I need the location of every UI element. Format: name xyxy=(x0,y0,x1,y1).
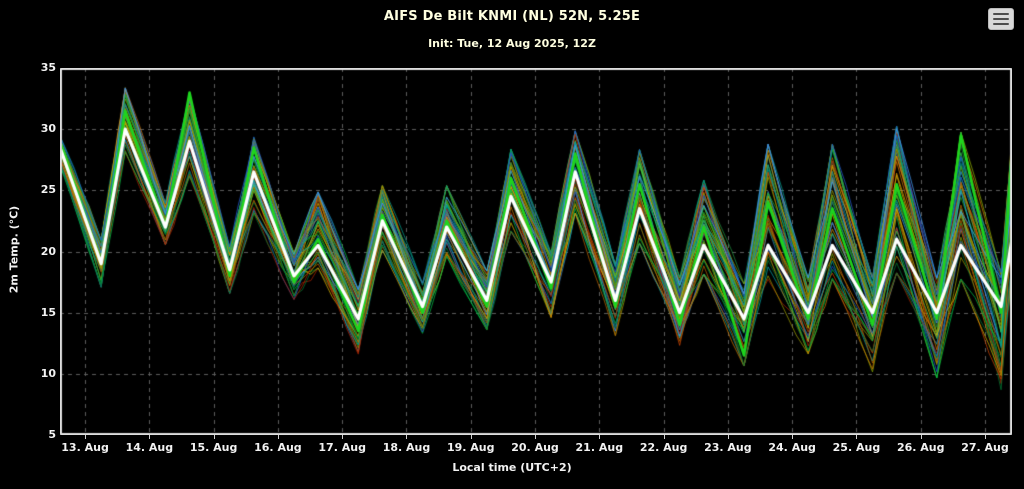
y-tick-label: 10 xyxy=(40,366,56,380)
x-tick-label: 18. Aug xyxy=(382,441,431,454)
x-tick-label: 26. Aug xyxy=(896,441,945,454)
x-tick-mark xyxy=(406,435,407,439)
chart-subtitle: Init: Tue, 12 Aug 2025, 12Z xyxy=(428,37,596,50)
export-menu-button[interactable] xyxy=(988,8,1014,30)
x-tick-mark xyxy=(792,435,793,439)
x-tick-mark xyxy=(921,435,922,439)
x-tick-label: 14. Aug xyxy=(125,441,174,454)
x-tick-label: 21. Aug xyxy=(575,441,624,454)
plot-area xyxy=(60,68,1012,435)
x-tick-label: 20. Aug xyxy=(511,441,559,454)
y-tick-label: 30 xyxy=(40,122,56,136)
y-tick-label: 35 xyxy=(40,61,56,74)
x-tick-mark xyxy=(471,435,472,439)
x-tick-label: 25. Aug xyxy=(832,441,881,454)
x-tick-mark xyxy=(985,435,986,439)
x-tick-mark xyxy=(728,435,729,439)
x-tick-mark xyxy=(856,435,857,439)
y-tick-label: 25 xyxy=(40,183,56,197)
temperature-chart-canvas[interactable] xyxy=(60,68,1012,435)
x-tick-mark xyxy=(149,435,150,439)
x-tick-label: 15. Aug xyxy=(189,441,238,454)
x-tick-label: 13. Aug xyxy=(61,441,109,454)
x-tick-label: 24. Aug xyxy=(768,441,816,454)
y-tick-label: 20 xyxy=(40,244,56,258)
x-tick-mark xyxy=(85,435,86,439)
x-tick-mark xyxy=(599,435,600,439)
y-axis-title: 2m Temp. (°C) xyxy=(7,205,21,294)
x-tick-label: 16. Aug xyxy=(254,441,302,454)
x-tick-label: 23. Aug xyxy=(704,441,752,454)
x-tick-mark xyxy=(664,435,665,439)
x-tick-mark xyxy=(342,435,343,439)
x-tick-mark xyxy=(214,435,215,439)
x-tick-label: 27. Aug xyxy=(961,441,1009,454)
x-tick-mark xyxy=(278,435,279,439)
x-tick-label: 19. Aug xyxy=(446,441,495,454)
y-tick-label: 15 xyxy=(40,305,56,319)
x-tick-mark xyxy=(535,435,536,439)
chart-title: AIFS De Bilt KNMI (NL) 52N, 5.25E xyxy=(383,9,641,24)
x-tick-label: 22. Aug xyxy=(639,441,688,454)
x-axis-title: Local time (UTC+2) xyxy=(452,461,572,474)
y-tick-label: 5 xyxy=(48,428,56,441)
x-tick-label: 17. Aug xyxy=(318,441,366,454)
